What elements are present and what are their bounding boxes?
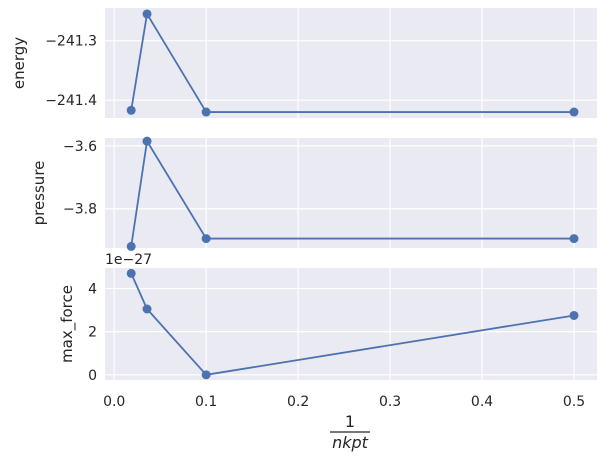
y-tick-label: −3.8 (63, 202, 97, 218)
data-point (569, 310, 579, 320)
x-tick-label: 0.1 (195, 394, 217, 410)
data-point (142, 304, 152, 314)
data-point (142, 9, 152, 19)
y-axis-label: max_force (58, 285, 77, 363)
data-point (126, 241, 136, 251)
x-label-denominator: nkpt (332, 433, 369, 452)
panel-background (105, 8, 597, 118)
panel-pressure: −3.6 −3.8 pressure (30, 136, 597, 251)
x-tick-label: 0.2 (287, 394, 309, 410)
y-tick-label: −241.4 (45, 93, 97, 109)
data-point (569, 107, 579, 117)
x-tick-label: 0.4 (471, 394, 493, 410)
series-line-pressure (130, 140, 575, 247)
data-point (569, 234, 579, 244)
y-tick-label: −241.3 (45, 34, 97, 50)
data-point (201, 107, 211, 117)
y-tick-label: −3.6 (63, 139, 97, 155)
series-line-energy (130, 13, 575, 113)
panel-background (105, 268, 597, 380)
panel-background (105, 138, 597, 248)
y-tick-label: 2 (88, 325, 97, 341)
series-line-max_force (130, 273, 575, 376)
y-tick-label: 4 (88, 282, 97, 298)
x-tick-label: 0.0 (103, 394, 125, 410)
data-point (201, 234, 211, 244)
data-point (201, 370, 211, 380)
x-tick-label: 0.3 (379, 394, 401, 410)
panels: −241.3 −241.4 energy −3.6 −3.8 pressure 0 2 4 max… (10, 8, 597, 384)
data-point (126, 105, 136, 115)
y-axis-label: pressure (30, 161, 48, 226)
panel-energy: −241.3 −241.4 energy (10, 8, 597, 118)
panel-max_force: 0 2 4 max_force 1e−27 (58, 252, 597, 384)
x-tick-label: 0.5 (563, 394, 585, 410)
data-point (142, 136, 152, 146)
y-tick-label: 0 (88, 368, 97, 384)
data-point (126, 268, 136, 278)
y-offset-label: 1e−27 (105, 252, 152, 268)
x-axis: 0.0 0.1 0.2 0.3 0.4 0.5 1 nkpt (103, 394, 585, 452)
x-label-numerator: 1 (345, 412, 355, 431)
y-axis-label: energy (10, 37, 28, 89)
